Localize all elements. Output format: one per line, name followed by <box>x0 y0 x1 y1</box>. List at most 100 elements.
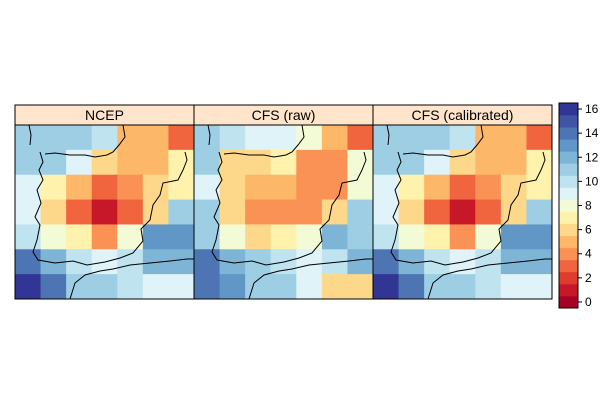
coastline <box>402 124 484 158</box>
heatmap-cell <box>117 125 144 151</box>
coastline <box>44 124 126 158</box>
colorbar-tick-label: 12 <box>585 150 599 164</box>
heatmap-cell <box>66 274 93 300</box>
colorbar-swatch <box>559 295 578 309</box>
heatmap-cell <box>219 174 246 201</box>
colorbar-tick-label: 8 <box>585 199 592 213</box>
heatmap-cell <box>296 149 323 176</box>
coastline-lines <box>386 124 552 300</box>
heatmap-cell <box>142 224 169 250</box>
heatmap-cell <box>424 199 451 225</box>
colorbar-swatch <box>559 151 578 164</box>
heatmap-cell <box>526 199 553 225</box>
heatmap-cell <box>117 174 144 201</box>
heatmap-cell <box>449 274 476 300</box>
heatmap-cell <box>449 174 476 201</box>
coastline <box>386 124 390 146</box>
heatmap-cell <box>219 224 246 250</box>
panel-title: NCEP <box>85 107 124 123</box>
heatmap-cell <box>219 199 246 225</box>
colorbar-swatch <box>559 259 578 273</box>
heatmap-cell <box>117 274 144 300</box>
colorbar-swatch <box>559 271 578 285</box>
heatmap-cell <box>321 174 348 201</box>
heatmap-cell <box>40 274 67 300</box>
heatmap-cell <box>526 249 553 275</box>
heatmap-cell <box>475 274 502 300</box>
panel-title: CFS (raw) <box>252 107 316 123</box>
heatmap-cell <box>40 125 67 151</box>
heatmap-cell <box>475 174 502 201</box>
colorbar-swatch <box>559 187 578 200</box>
heatmap-cell <box>424 149 451 176</box>
heatmap-cell <box>15 149 42 176</box>
heatmap-cell <box>15 224 42 250</box>
heatmap-cell <box>91 224 118 250</box>
heatmap-cell <box>66 224 93 250</box>
heatmap-cell <box>373 125 400 151</box>
heatmap-cell <box>500 274 527 300</box>
colorbar-tick-label: 0 <box>585 295 592 309</box>
colorbar-swatch <box>559 199 578 212</box>
heatmap-cell <box>449 125 476 151</box>
heatmap-cell <box>449 224 476 250</box>
heatmap-cell <box>168 199 195 225</box>
heatmap-cell <box>500 224 527 250</box>
heatmap-cell <box>296 174 323 201</box>
heatmap-cell <box>91 199 118 225</box>
coastline <box>28 124 32 146</box>
coastline <box>390 151 546 266</box>
heatmap-cell <box>15 174 42 201</box>
heatmap-cell <box>194 125 221 151</box>
coastline <box>223 124 305 158</box>
heatmap-cell <box>91 274 118 300</box>
heatmap-cell <box>142 149 169 176</box>
coastline-lines <box>207 124 373 300</box>
heatmap-cell <box>424 274 451 300</box>
heatmap-cell <box>296 249 323 275</box>
heatmap-cell <box>142 174 169 201</box>
heatmap-cell <box>168 249 195 275</box>
heatmap-cell <box>526 149 553 176</box>
heatmap-cell <box>15 249 42 275</box>
heatmap-cell <box>321 199 348 225</box>
heatmap-cell <box>194 224 221 250</box>
heatmap-cell <box>398 274 425 300</box>
heatmap-cell <box>194 174 221 201</box>
colorbar-swatch <box>559 115 578 128</box>
heatmap-cell <box>219 274 246 300</box>
colorbar-swatch <box>559 247 578 261</box>
heatmap-cell <box>66 174 93 201</box>
panel-border <box>372 124 553 300</box>
coastline <box>69 258 194 300</box>
heatmap-cell <box>500 149 527 176</box>
heatmap-cell <box>500 199 527 225</box>
heatmap-cell <box>168 174 195 201</box>
colorbar-tick-label: 2 <box>585 271 592 285</box>
panel-1: NCEP <box>14 104 195 300</box>
heatmap-cell <box>526 174 553 201</box>
heatmap-cell <box>296 199 323 225</box>
colorbar-tick-label: 14 <box>585 126 599 140</box>
heatmap-cell <box>66 125 93 151</box>
heatmap-cell <box>245 125 272 151</box>
heatmap-cell <box>117 199 144 225</box>
heatmap-cell <box>142 199 169 225</box>
heatmap-cell <box>117 149 144 176</box>
heatmap-cell <box>347 174 374 201</box>
heatmap-cell <box>526 224 553 250</box>
coastline <box>427 258 552 300</box>
colorbar-swatch <box>559 223 578 237</box>
heatmap-cell <box>117 249 144 275</box>
heatmap-cell <box>40 174 67 201</box>
heatmap-cell <box>500 125 527 151</box>
heatmap-cell <box>245 149 272 176</box>
heatmap-cell <box>245 224 272 250</box>
colorbar-swatch <box>559 139 578 152</box>
heatmap-cell <box>194 149 221 176</box>
heatmap-cell <box>398 174 425 201</box>
heatmap-cell <box>91 149 118 176</box>
heatmap-cell <box>475 125 502 151</box>
heatmap-cell <box>347 199 374 225</box>
